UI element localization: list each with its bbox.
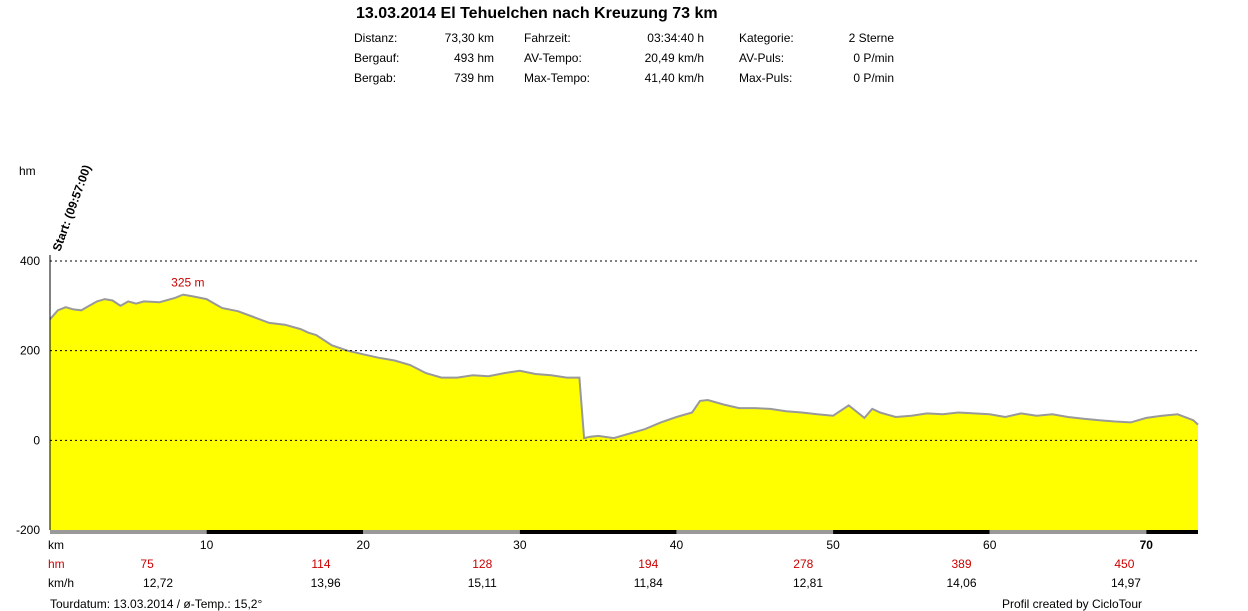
stat-label-bergauf: Bergauf:: [354, 51, 400, 65]
x-tick-label-70: 70: [1140, 538, 1154, 552]
stat-label-max-tempo: Max-Tempo:: [524, 71, 591, 85]
row-value-hm: 75: [140, 557, 154, 571]
stat-label-kategorie: Kategorie:: [739, 31, 794, 45]
row-value-hm: 389: [951, 557, 971, 571]
y-axis-unit-label: hm: [19, 164, 36, 178]
x-tick-label-20: 20: [357, 538, 371, 552]
row-value-km-h: 14,97: [1111, 576, 1141, 590]
y-tick-label--200: -200: [16, 523, 40, 537]
x-axis-segment: [989, 530, 1147, 534]
x-axis-segment: [1146, 530, 1198, 534]
stat-value-max-puls: 0 P/min: [853, 71, 894, 85]
stat-label-max-puls: Max-Puls:: [739, 71, 793, 85]
x-axis-segment: [833, 530, 990, 534]
x-tick-label-40: 40: [670, 538, 684, 552]
y-tick-label-400: 400: [20, 254, 40, 268]
stat-label-distanz: Distanz:: [354, 31, 398, 45]
row-value-hm: 450: [1114, 557, 1134, 571]
x-axis-segment: [206, 530, 364, 534]
peak-elevation-label: 325 m: [171, 276, 204, 290]
row-value-km-h: 12,72: [143, 576, 173, 590]
row-label-hm: hm: [48, 557, 65, 571]
start-time-label: Start: (09:57:00): [50, 163, 94, 253]
x-axis-segment: [363, 530, 520, 534]
y-tick-label-0: 0: [33, 433, 40, 447]
stat-label-av-tempo: AV-Tempo:: [524, 51, 582, 65]
y-tick-label-200: 200: [20, 344, 40, 358]
stat-value-av-puls: 0 P/min: [853, 51, 894, 65]
x-tick-label-50: 50: [826, 538, 840, 552]
stat-label-fahrzeit: Fahrzeit:: [524, 31, 571, 45]
stat-value-bergab: 739 hm: [453, 71, 494, 85]
row-value-hm: 278: [793, 557, 813, 571]
row-label-km-h: km/h: [48, 576, 74, 590]
elevation-area: [50, 294, 1198, 530]
x-axis-segment: [50, 530, 207, 534]
elevation-line: [49, 293, 1199, 440]
row-value-km-h: 12,81: [793, 576, 823, 590]
row-value-km-h: 14,06: [946, 576, 976, 590]
x-axis-segment: [676, 530, 834, 534]
stat-value-bergauf: 493 hm: [453, 51, 494, 65]
x-axis-unit-label: km: [48, 538, 64, 552]
stat-value-fahrzeit: 03:34:40 h: [647, 31, 704, 45]
x-axis-segment: [519, 530, 677, 534]
stat-label-av-puls: AV-Puls:: [739, 51, 785, 65]
stat-value-av-tempo: 20,49 km/h: [644, 51, 704, 65]
footer-tour-info: Tourdatum: 13.03.2014 / ø-Temp.: 15,2°: [50, 597, 263, 611]
row-value-hm: 114: [311, 557, 330, 571]
row-value-km-h: 15,11: [468, 576, 497, 590]
stat-label-bergab: Bergab:: [354, 71, 397, 85]
row-value-hm: 128: [472, 557, 492, 571]
stat-value-distanz: 73,30 km: [444, 31, 494, 45]
stat-value-kategorie: 2 Sterne: [848, 31, 894, 45]
footer-credit: Profil created by CicloTour: [1001, 597, 1142, 611]
row-value-km-h: 13,96: [311, 576, 341, 590]
x-tick-label-60: 60: [983, 538, 997, 552]
stat-value-max-tempo: 41,40 km/h: [644, 71, 704, 85]
row-value-hm: 194: [638, 557, 658, 571]
x-tick-label-10: 10: [200, 538, 214, 552]
tour-title: 13.03.2014 El Tehuelchen nach Kreuzung 7…: [356, 5, 718, 22]
x-tick-label-30: 30: [513, 538, 527, 552]
row-value-km-h: 11,84: [634, 576, 663, 590]
